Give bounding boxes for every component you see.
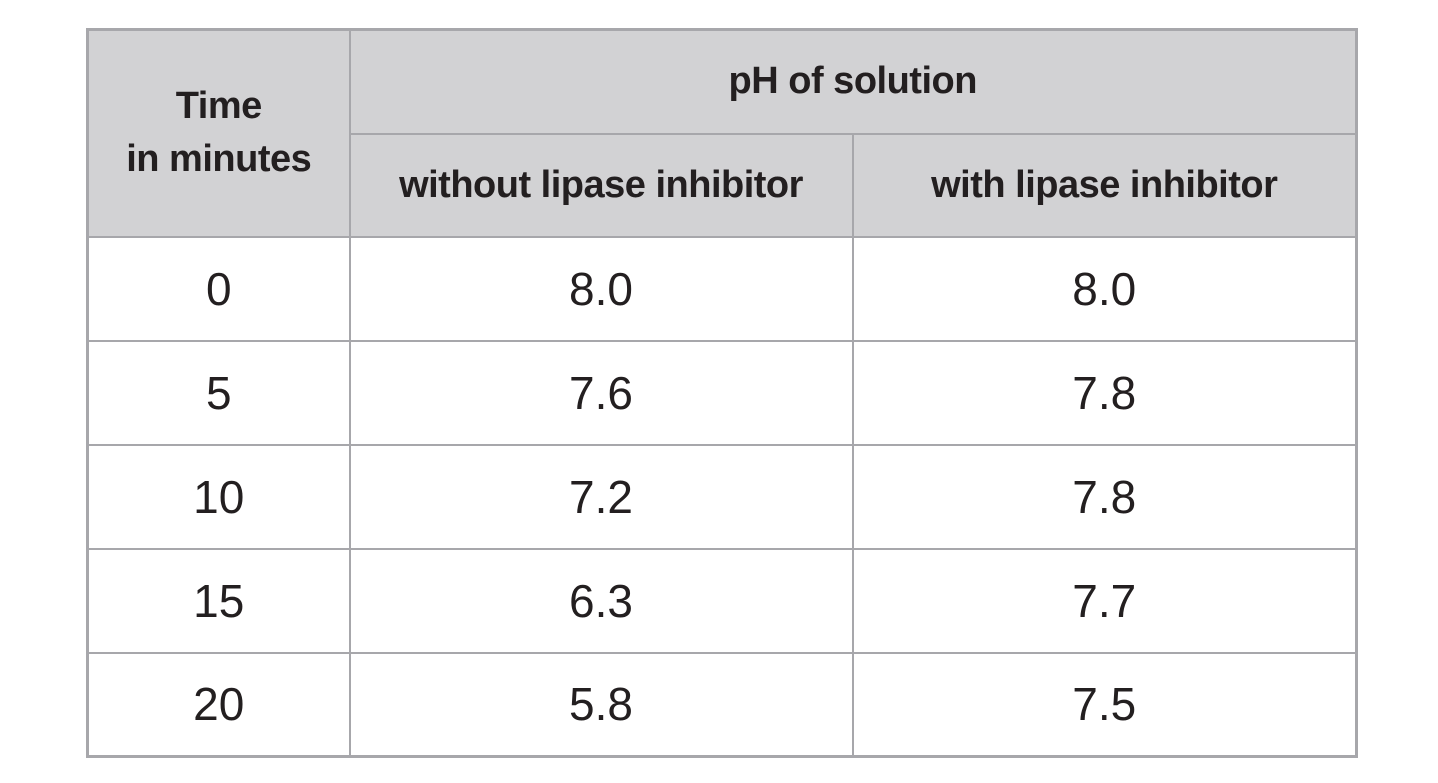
table-row: 10 7.2 7.8 [86, 443, 1358, 550]
cell-time: 10 [86, 443, 351, 550]
cell-ph-with: 7.8 [851, 443, 1358, 550]
header-time-line2: in minutes [126, 138, 312, 181]
table-body: 0 8.0 8.0 5 7.6 7.8 10 7.2 7.8 15 6.3 7.… [86, 235, 1358, 758]
table-row: 5 7.6 7.8 [86, 339, 1358, 446]
table-row: 20 5.8 7.5 [86, 651, 1358, 758]
cell-ph-without: 7.2 [348, 443, 854, 550]
table-row: 0 8.0 8.0 [86, 235, 1358, 342]
cell-time: 20 [86, 651, 351, 758]
table-row: 15 6.3 7.7 [86, 547, 1358, 654]
header-with-lipase-inhibitor: with lipase inhibitor [851, 132, 1358, 238]
cell-time: 15 [86, 547, 351, 654]
cell-ph-without: 7.6 [348, 339, 854, 446]
cell-ph-without: 5.8 [348, 651, 854, 758]
cell-ph-with: 8.0 [851, 235, 1358, 342]
header-ph-of-solution: pH of solution [348, 28, 1358, 135]
header-time-in-minutes: Time in minutes [86, 28, 351, 238]
ph-data-table-container: Time in minutes pH of solution without l… [86, 28, 1358, 758]
cell-ph-without: 8.0 [348, 235, 854, 342]
cell-ph-with: 7.7 [851, 547, 1358, 654]
header-time-line1: Time [175, 85, 263, 128]
cell-time: 5 [86, 339, 351, 446]
cell-ph-with: 7.5 [851, 651, 1358, 758]
header-without-lipase-inhibitor: without lipase inhibitor [348, 132, 854, 238]
cell-ph-with: 7.8 [851, 339, 1358, 446]
table-header: Time in minutes pH of solution without l… [86, 28, 1358, 238]
ph-data-table: Time in minutes pH of solution without l… [86, 28, 1358, 758]
cell-time: 0 [86, 235, 351, 342]
cell-ph-without: 6.3 [348, 547, 854, 654]
